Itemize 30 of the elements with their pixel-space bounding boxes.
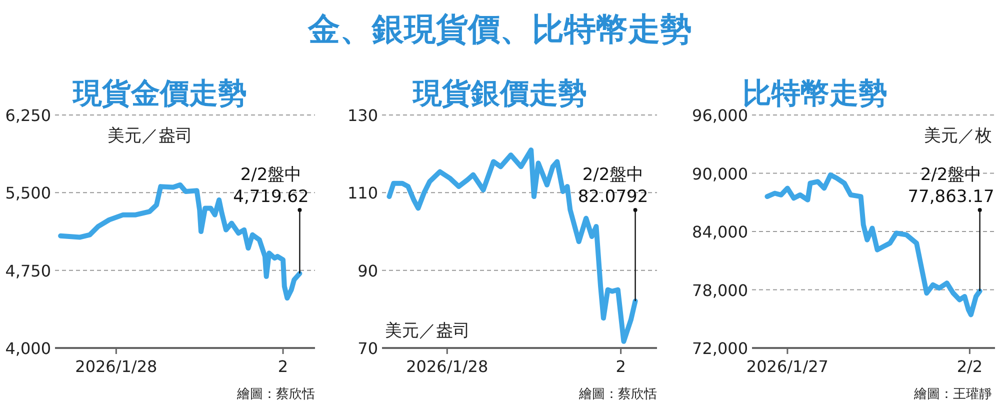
text: 繪圖：蔡欣恬 <box>236 387 315 402</box>
y-tick-label: 110 <box>347 184 378 203</box>
annotation: 2/2盤中 77,863.17 <box>908 165 994 207</box>
annotation: 2/2盤中 82.0792 <box>578 165 648 207</box>
y-tick-label: 90,000 <box>692 164 748 184</box>
y-tick-label: 84,000 <box>692 222 748 242</box>
text: 繪圖：王瓘靜 <box>913 387 992 402</box>
x-tick-label: 2 <box>616 357 626 376</box>
x-tick-label: 2 <box>278 357 288 376</box>
y-tick-label: 78,000 <box>692 280 748 300</box>
y-tick-label: 72,000 <box>692 339 748 358</box>
y-tick-label: 4,750 <box>5 261 51 280</box>
annotation: 美元／枚 <box>924 126 992 146</box>
chart-title: 現貨金價走勢 <box>72 76 247 110</box>
x-tick-label: 2026/1/28 <box>406 357 488 376</box>
y-tick-label: 5,500 <box>5 184 51 203</box>
annotation: 2/2盤中 4,719.62 <box>233 165 309 207</box>
y-tick-label: 90 <box>358 261 378 280</box>
annotation: 美元／盎司 <box>385 321 470 341</box>
y-tick-label: 70 <box>358 339 378 358</box>
x-tick-label: 2/2 <box>956 357 983 376</box>
y-tick-label: 130 <box>347 106 378 125</box>
chart-title: 現貨銀價走勢 <box>412 76 587 110</box>
x-tick-label: 2026/1/27 <box>746 357 828 376</box>
text: 繪圖：蔡欣恬 <box>578 387 657 402</box>
y-tick-label: 6,250 <box>5 106 51 125</box>
annotation: 美元／盎司 <box>108 126 192 146</box>
y-tick-label: 4,000 <box>5 339 51 358</box>
text: 金、銀現貨價、比特幣走勢 <box>307 10 692 48</box>
x-tick-label: 2026/1/28 <box>75 357 158 376</box>
